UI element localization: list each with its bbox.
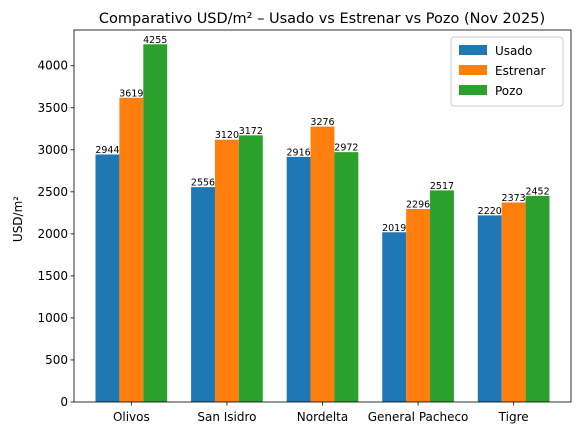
bar-estrenar-0: [119, 97, 144, 402]
bars-layer: [95, 44, 550, 402]
y-tick-label-3: 1500: [37, 269, 68, 283]
legend-label-usado: Usado: [495, 44, 532, 58]
bar-usado-0: [95, 154, 120, 402]
bar-usado-1: [191, 187, 215, 402]
data-label-usado-1: 2556: [191, 178, 215, 189]
bar-estrenar-4: [501, 202, 526, 402]
x-tick-label-4: Tigre: [498, 410, 529, 424]
bar-estrenar-3: [406, 208, 431, 402]
data-label-usado-2: 2916: [287, 147, 311, 158]
bar-estrenar-1: [214, 139, 239, 402]
x-tick-label-3: General Pacheco: [368, 410, 469, 424]
data-label-estrenar-2: 3276: [310, 117, 334, 128]
legend: Usado Estrenar Pozo: [450, 36, 564, 107]
y-tick-label-2: 1000: [37, 311, 68, 325]
y-tick-label-1: 500: [45, 353, 68, 367]
bar-usado-2: [286, 156, 311, 402]
y-tick-label-7: 3500: [37, 101, 68, 115]
data-label-pozo-1: 3172: [239, 126, 263, 137]
y-tick-label-4: 2000: [37, 227, 68, 241]
y-tick-label-5: 2500: [37, 185, 68, 199]
bar-pozo-0: [143, 44, 168, 402]
data-label-pozo-3: 2517: [430, 181, 454, 192]
legend-swatch-estrenar: [459, 65, 487, 75]
bar-pozo-3: [430, 190, 454, 402]
data-label-estrenar-4: 2373: [502, 193, 526, 204]
chart-title: Comparativo USD/m² – Usado vs Estrenar v…: [99, 11, 545, 27]
data-label-estrenar-1: 3120: [215, 130, 239, 141]
x-tick-label-1: San Isidro: [197, 410, 256, 424]
bar-usado-4: [477, 215, 502, 402]
data-label-usado-4: 2220: [478, 206, 502, 217]
y-tick-label-8: 4000: [37, 59, 68, 73]
data-label-usado-0: 2944: [95, 145, 119, 156]
axes-layer: 0 500 1000 1500 2000 2500 3000 3500 4000 Olivos Sa…: [37, 29, 572, 424]
bar-usado-3: [382, 232, 407, 402]
legend-swatch-pozo: [459, 85, 487, 95]
data-label-pozo-0: 4255: [143, 35, 167, 46]
legend-swatch-usado: [459, 45, 487, 55]
bar-pozo-2: [334, 152, 359, 402]
bar-pozo-4: [525, 195, 550, 402]
y-tick-label-0: 0: [60, 395, 68, 409]
data-label-estrenar-0: 3619: [119, 88, 143, 99]
data-label-estrenar-3: 2296: [406, 199, 430, 210]
y-axis-label: USD/m²: [11, 196, 25, 242]
data-label-pozo-2: 2972: [334, 143, 358, 154]
data-label-usado-3: 2019: [382, 223, 406, 234]
x-tick-label-2: Nordelta: [297, 410, 348, 424]
legend-label-estrenar: Estrenar: [495, 64, 546, 78]
data-labels-layer: 2944 2556 2916 2019 2220 3619 3120 3276 2296 2373…: [95, 35, 549, 234]
bar-estrenar-2: [310, 126, 335, 402]
x-tick-label-0: Olivos: [113, 410, 150, 424]
legend-label-pozo: Pozo: [495, 84, 523, 98]
y-tick-label-6: 3000: [37, 143, 68, 157]
bar-pozo-1: [238, 135, 263, 402]
data-label-pozo-4: 2452: [525, 186, 549, 197]
